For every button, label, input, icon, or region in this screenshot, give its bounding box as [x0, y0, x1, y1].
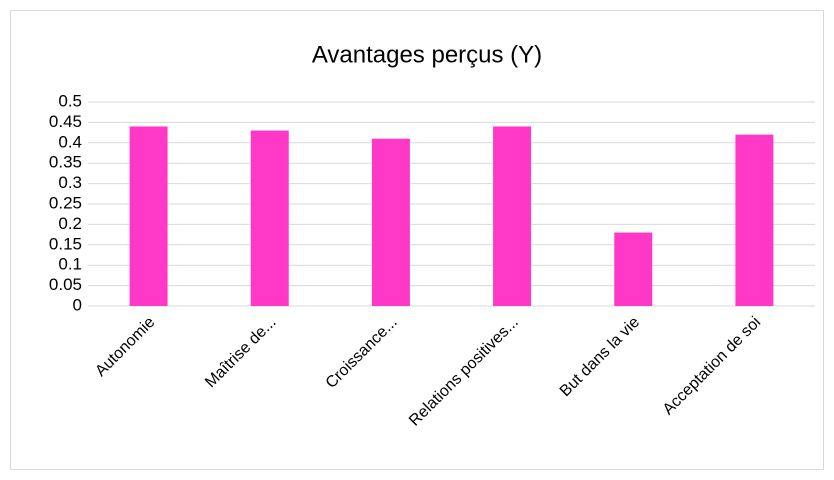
y-tick-label: 0.4 [58, 132, 82, 151]
chart-title: Avantages perçus (Y) [312, 41, 542, 68]
y-tick-label: 0.1 [58, 255, 82, 274]
y-tick-label: 0.05 [49, 275, 82, 294]
bar [250, 130, 289, 306]
y-tick-label: 0.5 [58, 91, 82, 110]
y-tick-label: 0.45 [49, 112, 82, 131]
bar [735, 134, 774, 306]
y-tick-label: 0.15 [49, 234, 82, 253]
y-tick-label: 0.25 [49, 193, 82, 212]
y-tick-label: 0 [73, 295, 82, 314]
y-tick-label: 0.2 [58, 214, 82, 233]
y-tick-label: 0.3 [58, 173, 82, 192]
bar [371, 138, 410, 306]
bar [614, 232, 653, 306]
bar [493, 126, 532, 306]
bar [129, 126, 168, 306]
y-tick-label: 0.35 [49, 153, 82, 172]
